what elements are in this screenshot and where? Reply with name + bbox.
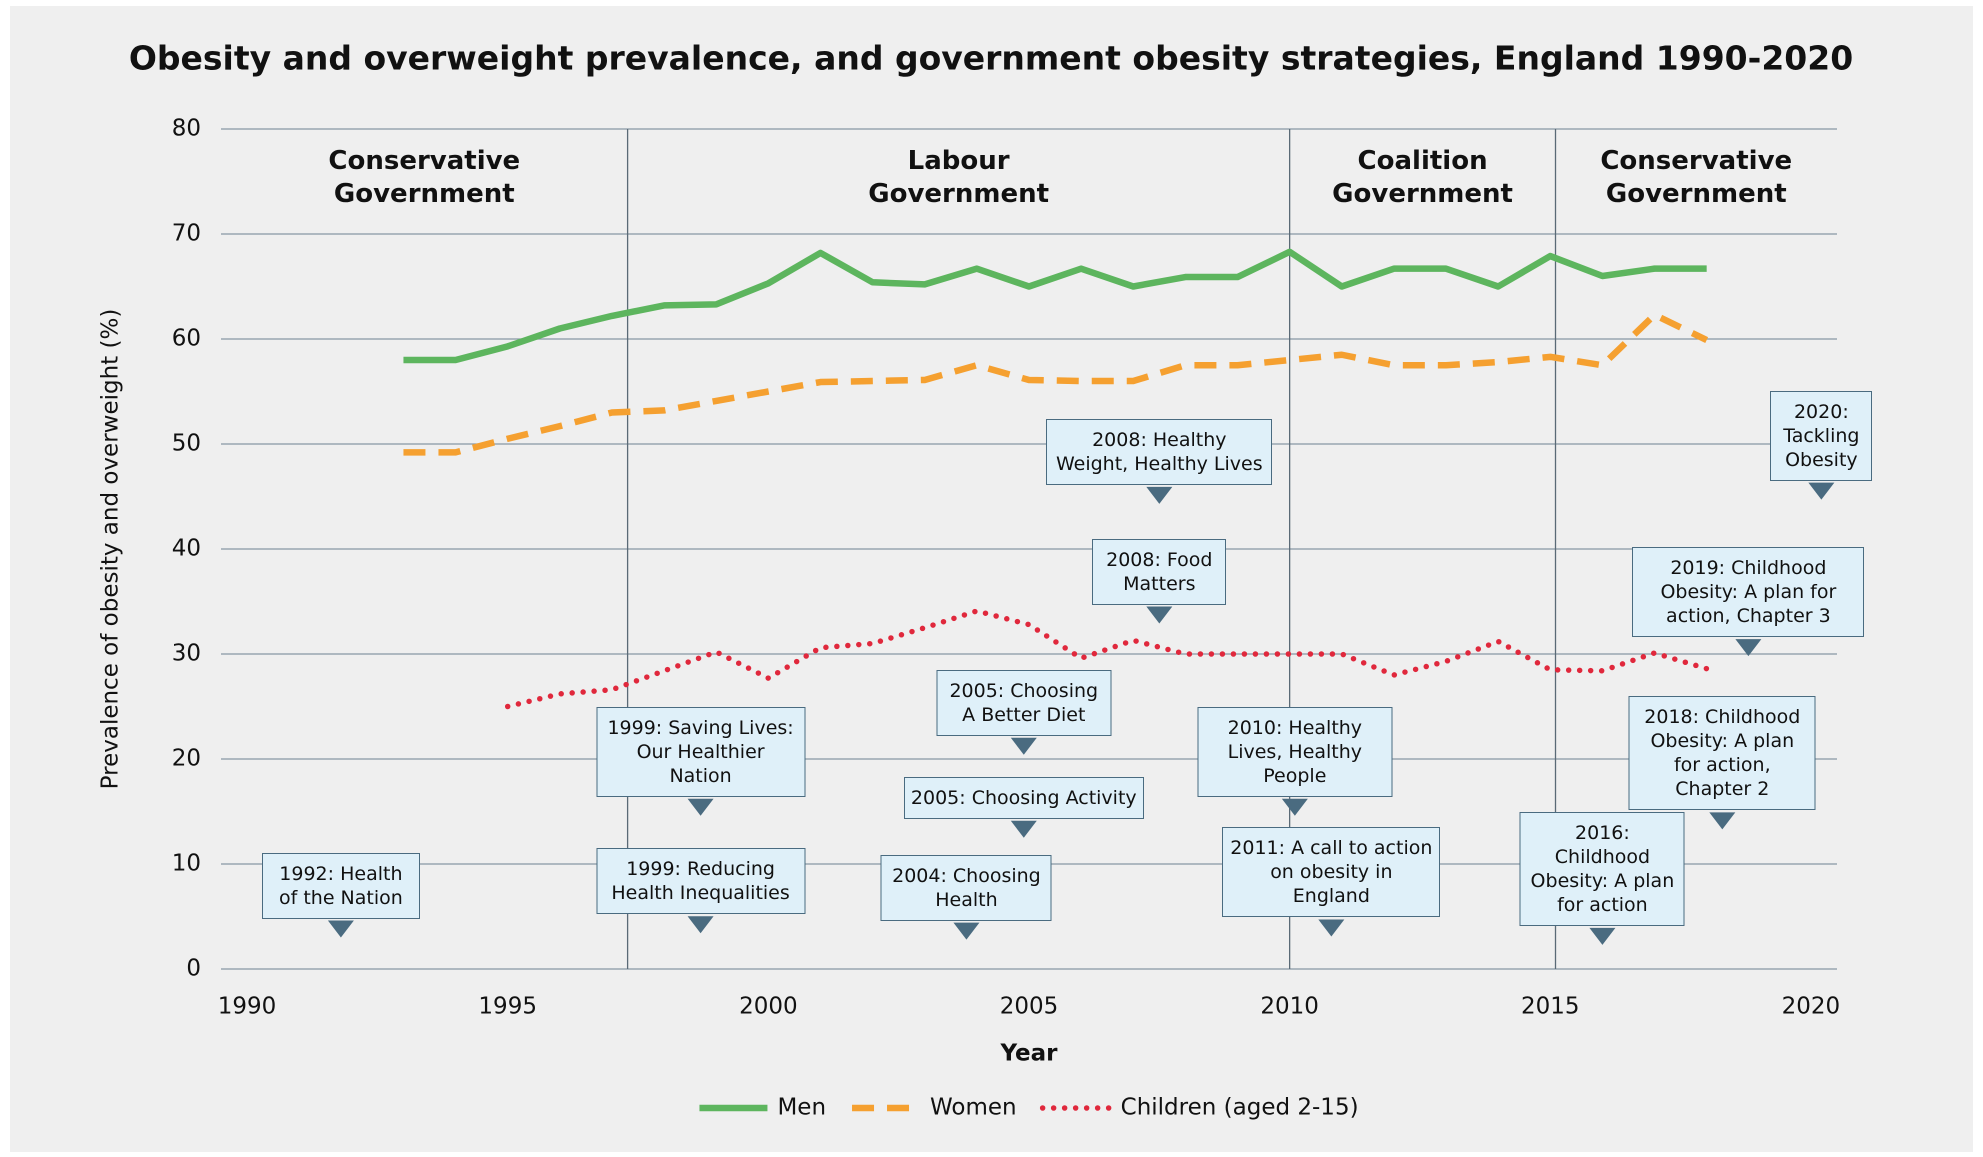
period-label: Labour Government	[868, 146, 1050, 209]
y-tick-label: 70	[172, 221, 201, 247]
annotation-pointer	[687, 916, 714, 934]
annotation-box: 2020: Tackling Obesity	[1770, 390, 1873, 481]
annotation-pointer	[1589, 927, 1616, 945]
legend-item: Children (aged 2-15)	[1039, 1095, 1359, 1121]
chart-title: Obesity and overweight prevalence, and g…	[129, 39, 1853, 78]
y-tick-label: 10	[172, 851, 201, 877]
annotation-box: 2011: A call to action on obesity in Eng…	[1222, 827, 1441, 918]
series-line	[403, 248, 1707, 364]
legend-label: Children (aged 2-15)	[1121, 1095, 1359, 1121]
legend-item: Women	[852, 1095, 1017, 1121]
period-label: Coalition Government	[1332, 146, 1513, 209]
legend-label: Women	[930, 1095, 1017, 1121]
y-axis-label: Prevalence of obesity and overweight (%)	[98, 309, 124, 790]
x-tick-label: 2000	[739, 994, 798, 1020]
annotation-pointer	[1709, 812, 1736, 830]
x-tick-label: 2010	[1260, 994, 1319, 1020]
x-tick-label: 2020	[1782, 994, 1841, 1020]
x-tick-label: 2015	[1521, 994, 1580, 1020]
annotation-pointer	[1281, 798, 1308, 816]
annotation-box: 2005: Choosing Activity	[903, 776, 1144, 819]
annotation-pointer	[687, 798, 714, 816]
x-tick-label: 1990	[218, 994, 277, 1020]
x-tick-label: 2005	[1000, 994, 1059, 1020]
annotation-pointer	[1146, 606, 1173, 624]
annotation-box: 1999: Reducing Health Inequalities	[596, 848, 806, 915]
y-tick-label: 60	[172, 326, 201, 352]
period-label: Conservative Government	[1600, 146, 1793, 209]
series-line	[403, 311, 1709, 456]
annotation-pointer	[1735, 639, 1762, 657]
x-tick-label: 1995	[478, 994, 537, 1020]
annotation-pointer	[1808, 482, 1835, 500]
annotation-box: 2005: Choosing A Better Diet	[936, 669, 1112, 736]
y-tick-label: 80	[172, 116, 201, 142]
y-tick-label: 0	[186, 956, 201, 982]
annotation-box: 2016: Childhood Obesity: A plan for acti…	[1519, 811, 1685, 926]
annotation-pointer	[1318, 919, 1345, 937]
y-tick-label: 30	[172, 641, 201, 667]
annotation-box: 1992: Health of the Nation	[261, 852, 420, 919]
y-tick-label: 50	[172, 431, 201, 457]
x-axis-label: Year	[999, 1041, 1058, 1067]
annotation-pointer	[1010, 737, 1037, 755]
annotation-box: 2018: Childhood Obesity: A plan for acti…	[1628, 696, 1816, 811]
annotation-box: 2004: Choosing Health	[880, 854, 1052, 921]
annotation-box: 2008: Healthy Weight, Healthy Lives	[1046, 418, 1273, 485]
annotation-pointer	[327, 920, 354, 938]
annotation-pointer	[1146, 486, 1173, 504]
y-tick-label: 40	[172, 536, 201, 562]
legend-label: Men	[777, 1095, 826, 1121]
annotation-box: 1999: Saving Lives: Our Healthier Nation	[596, 706, 806, 797]
annotation-box: 2010: Healthy Lives, Healthy People	[1197, 706, 1393, 797]
annotation-box: 2008: Food Matters	[1092, 538, 1227, 605]
period-label: Conservative Government	[328, 146, 521, 209]
annotation-box: 2019: Childhood Obesity: A plan for acti…	[1632, 547, 1865, 638]
series-line	[504, 608, 1710, 710]
annotation-pointer	[1010, 820, 1037, 838]
y-tick-label: 20	[172, 746, 201, 772]
annotation-pointer	[953, 922, 980, 940]
legend-item: Men	[699, 1095, 826, 1121]
